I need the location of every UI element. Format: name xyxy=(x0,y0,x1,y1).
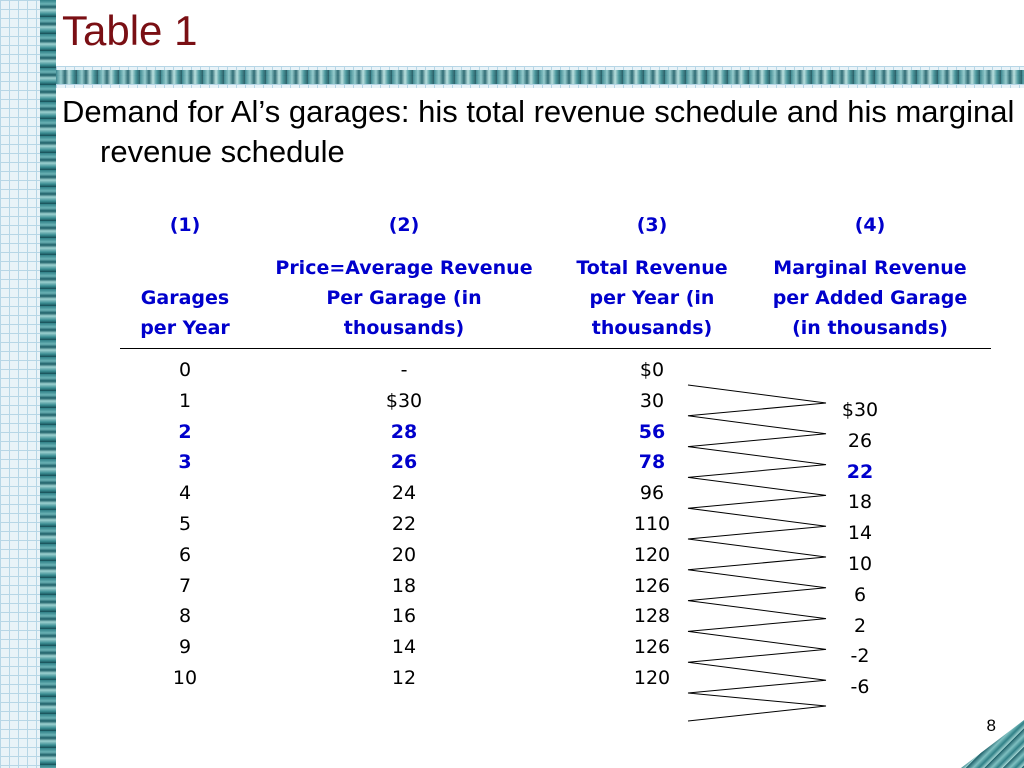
garages-cell: 7 xyxy=(178,574,192,597)
price-cell: 26 xyxy=(390,451,418,474)
marginal-revenue-cell: 18 xyxy=(847,491,873,514)
garages-cell: 9 xyxy=(178,636,192,659)
total-revenue-cell: 96 xyxy=(639,482,665,505)
col-header-line: Price=Average Revenue xyxy=(275,257,533,279)
price-cell: 18 xyxy=(391,574,417,597)
col-header-garages: Garages per Year xyxy=(130,283,240,343)
price-cell: 14 xyxy=(391,636,417,659)
marginal-revenue-cell: -2 xyxy=(850,645,870,668)
marginal-revenue-cell: 26 xyxy=(847,429,873,452)
total-revenue-cell: 126 xyxy=(633,636,671,659)
price-cell: 22 xyxy=(391,512,417,535)
garages-cell: 0 xyxy=(178,359,192,381)
garages-cell: 3 xyxy=(178,451,192,474)
total-revenue-cell: $0 xyxy=(639,359,665,381)
col-number-3: (3) xyxy=(636,214,668,236)
total-revenue-cell: 126 xyxy=(633,574,671,597)
col-header-line: Total Revenue xyxy=(576,257,728,279)
col-number-4: (4) xyxy=(854,214,886,236)
col-header-line: thousands) xyxy=(343,317,465,339)
total-revenue-cell: 120 xyxy=(633,543,671,566)
col-header-marginal-revenue: Marginal Revenue per Added Garage (in th… xyxy=(760,253,980,343)
col-header-line: thousands) xyxy=(591,317,713,339)
col-header-line: Per Garage (in xyxy=(326,287,482,309)
garages-cell: 2 xyxy=(178,420,192,443)
marginal-revenue-cell: $30 xyxy=(841,399,879,421)
col-header-line: per Year xyxy=(140,317,230,339)
total-revenue-cell: 56 xyxy=(638,420,666,443)
garages-cell: 8 xyxy=(178,605,192,628)
price-cell: - xyxy=(400,359,408,381)
marginal-revenue-cell: 10 xyxy=(847,552,873,575)
price-column: - $30 28 26 24 22 20 18 16 14 12 xyxy=(273,355,535,694)
col-header-line: Marginal Revenue xyxy=(773,257,967,279)
col-header-price: Price=Average Revenue Per Garage (in tho… xyxy=(273,253,535,343)
price-cell: 20 xyxy=(391,543,417,566)
price-cell: $30 xyxy=(385,389,423,412)
garages-cell: 5 xyxy=(178,512,192,535)
garages-cell: 4 xyxy=(178,482,192,505)
slide-subtitle: Demand for Al’s garages: his total reven… xyxy=(62,94,1015,169)
header-divider xyxy=(120,348,991,349)
marginal-revenue-cell: 14 xyxy=(847,522,873,545)
col-header-line: Garages xyxy=(140,287,230,309)
price-cell: 24 xyxy=(391,482,417,505)
garages-cell: 10 xyxy=(172,666,198,689)
col-header-total-revenue: Total Revenue per Year (in thousands) xyxy=(567,253,737,343)
col-number-1: (1) xyxy=(169,214,201,236)
col-header-line: (in thousands) xyxy=(792,317,948,339)
price-cell: 12 xyxy=(391,666,417,689)
marginal-revenue-cell: 6 xyxy=(853,583,867,606)
title-band-texture xyxy=(56,70,1024,84)
total-revenue-column: $0 30 56 78 96 110 120 126 128 126 120 xyxy=(567,355,737,694)
marginal-revenue-column: $30 26 22 18 14 10 6 2 -2 -6 xyxy=(760,395,960,703)
col-header-line: per Year (in xyxy=(589,287,715,309)
total-revenue-cell: 78 xyxy=(638,451,666,474)
total-revenue-cell: 30 xyxy=(639,389,665,412)
left-decor-texture xyxy=(40,0,56,768)
marginal-revenue-cell: 22 xyxy=(846,460,874,483)
col-number-2: (2) xyxy=(388,214,420,236)
garages-cell: 1 xyxy=(178,389,192,412)
marginal-revenue-cell: 2 xyxy=(853,614,867,637)
col-header-line: per Added Garage xyxy=(772,287,968,309)
price-cell: 28 xyxy=(390,420,418,443)
marginal-revenue-cell: -6 xyxy=(850,676,870,699)
price-cell: 16 xyxy=(391,605,417,628)
garages-cell: 6 xyxy=(178,543,192,566)
total-revenue-cell: 128 xyxy=(633,605,671,628)
total-revenue-cell: 110 xyxy=(633,512,671,535)
page-number: 8 xyxy=(986,716,996,735)
slide-title: Table 1 xyxy=(62,7,198,54)
total-revenue-cell: 120 xyxy=(633,666,671,689)
garages-column: 0 1 2 3 4 5 6 7 8 9 10 xyxy=(130,355,240,694)
